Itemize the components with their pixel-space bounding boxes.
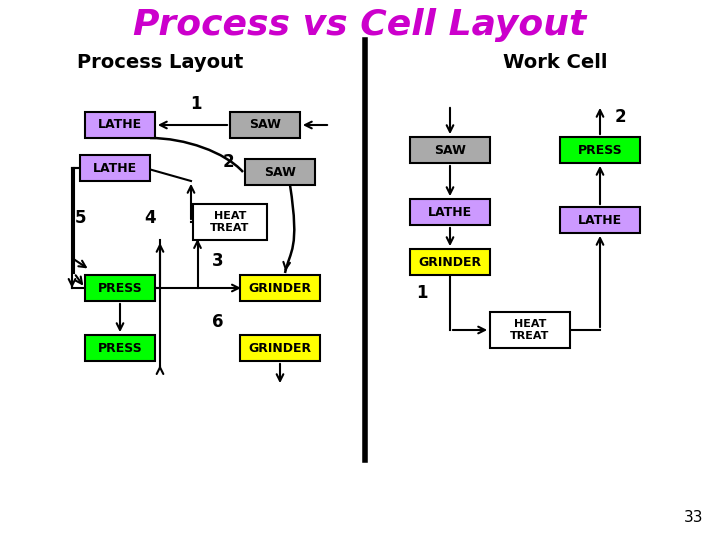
FancyBboxPatch shape — [245, 159, 315, 185]
FancyBboxPatch shape — [490, 312, 570, 348]
FancyBboxPatch shape — [85, 112, 155, 138]
Text: GRINDER: GRINDER — [248, 281, 312, 294]
Text: 1: 1 — [416, 284, 428, 302]
Text: 1: 1 — [190, 95, 202, 113]
Text: 2: 2 — [614, 108, 626, 126]
Text: LATHE: LATHE — [428, 206, 472, 219]
Text: SAW: SAW — [249, 118, 281, 132]
FancyBboxPatch shape — [193, 204, 267, 240]
Text: 33: 33 — [683, 510, 703, 525]
Text: 2: 2 — [222, 153, 234, 171]
Text: PRESS: PRESS — [98, 281, 143, 294]
Text: LATHE: LATHE — [93, 161, 137, 174]
FancyBboxPatch shape — [85, 275, 155, 301]
FancyBboxPatch shape — [410, 137, 490, 163]
Text: 4: 4 — [144, 209, 156, 227]
Text: HEAT
TREAT: HEAT TREAT — [210, 211, 250, 233]
FancyBboxPatch shape — [230, 112, 300, 138]
Text: PRESS: PRESS — [577, 144, 622, 157]
Text: LATHE: LATHE — [98, 118, 142, 132]
Text: Work Cell: Work Cell — [503, 52, 607, 71]
Text: GRINDER: GRINDER — [248, 341, 312, 354]
Text: PRESS: PRESS — [98, 341, 143, 354]
FancyBboxPatch shape — [85, 335, 155, 361]
Text: Process Layout: Process Layout — [77, 52, 243, 71]
Text: GRINDER: GRINDER — [418, 255, 482, 268]
Text: SAW: SAW — [264, 165, 296, 179]
Text: LATHE: LATHE — [578, 213, 622, 226]
FancyBboxPatch shape — [240, 275, 320, 301]
FancyBboxPatch shape — [80, 155, 150, 181]
Text: HEAT
TREAT: HEAT TREAT — [510, 319, 549, 341]
FancyBboxPatch shape — [560, 137, 640, 163]
FancyBboxPatch shape — [560, 207, 640, 233]
Text: SAW: SAW — [434, 144, 466, 157]
Text: Process vs Cell Layout: Process vs Cell Layout — [133, 8, 587, 42]
Text: 6: 6 — [212, 313, 224, 331]
FancyBboxPatch shape — [240, 335, 320, 361]
FancyBboxPatch shape — [410, 249, 490, 275]
Text: 3: 3 — [212, 252, 224, 270]
Text: 5: 5 — [74, 209, 86, 227]
FancyBboxPatch shape — [410, 199, 490, 225]
